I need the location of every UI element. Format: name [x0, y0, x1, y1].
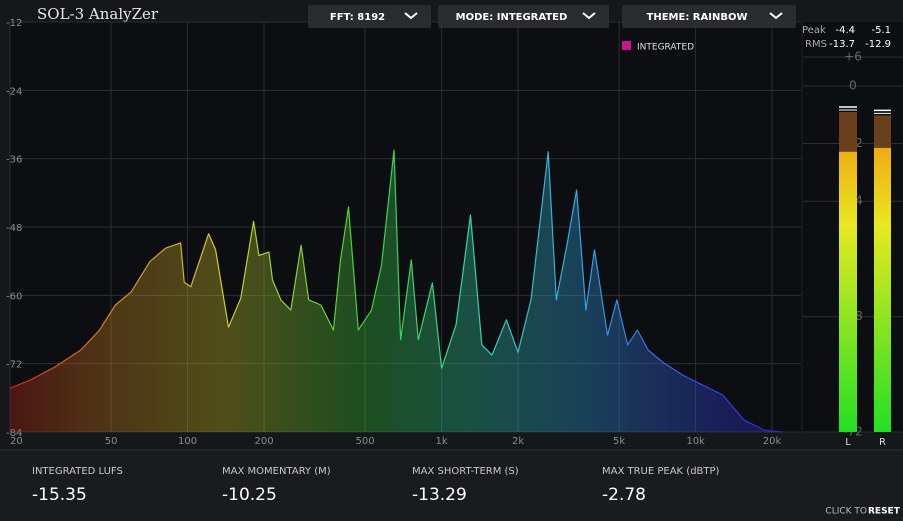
stat-value: -10.25 [222, 485, 277, 505]
reset-button[interactable]: RESET [868, 507, 901, 517]
spectrum-area [10, 150, 783, 432]
peak-hold-bar [874, 115, 891, 148]
y-tick-label: -72 [6, 360, 22, 371]
legend-swatch [622, 41, 631, 50]
level-bar [839, 151, 857, 432]
x-tick-label: 20k [763, 436, 782, 447]
x-tick-label: 20 [10, 436, 23, 447]
y-tick-label: -12 [6, 18, 22, 29]
meter-tick-label: 0 [849, 78, 857, 92]
chevron[interactable] [769, 12, 783, 20]
x-tick-label: 100 [178, 436, 197, 447]
rms-value: -13.7 [829, 39, 855, 50]
peak-label: Peak [802, 25, 826, 36]
app-title: SOL-3 AnalyZer [37, 5, 159, 23]
y-tick-label: -84 [6, 428, 22, 439]
x-tick-label: 5k [613, 436, 625, 447]
y-tick-label: -48 [6, 223, 22, 234]
peak-value: -5.1 [871, 25, 891, 36]
chevron[interactable] [404, 12, 418, 20]
peak-value: -4.4 [835, 25, 855, 36]
x-tick-label: 10k [686, 436, 705, 447]
stat-label: MAX TRUE PEAK (dBTP) [602, 466, 720, 477]
x-tick-label: 1k [435, 436, 447, 447]
y-tick-label: -24 [6, 86, 22, 97]
x-tick-label: 50 [105, 436, 118, 447]
y-tick-label: -60 [6, 291, 22, 302]
x-tick-label: 2k [512, 436, 524, 447]
reset-prefix[interactable]: CLICK TO [825, 507, 867, 517]
stats-panel [0, 450, 903, 521]
stat-value: -2.78 [602, 485, 646, 505]
spectrum-line [9, 149, 783, 433]
dropdown-label[interactable]: FFT: 8192 [330, 12, 385, 23]
legend-label: INTEGRATED [637, 43, 694, 53]
channel-label: R [879, 437, 886, 448]
meter-tick-label: +6 [844, 50, 862, 64]
x-tick-label: 500 [356, 436, 375, 447]
y-tick-label: -36 [6, 155, 22, 166]
stat-label: MAX MOMENTARY (M) [222, 466, 331, 477]
rms-value: -12.9 [865, 39, 891, 50]
stat-label: MAX SHORT-TERM (S) [412, 466, 519, 477]
stat-value: -13.29 [412, 485, 467, 505]
dropdown-label[interactable]: MODE: INTEGRATED [456, 12, 568, 23]
rms-label: RMS [805, 39, 827, 50]
peak-hold-bar [839, 112, 857, 152]
channel-label: L [845, 437, 851, 448]
stat-value: -15.35 [32, 485, 87, 505]
dropdown-label[interactable]: THEME: RAINBOW [647, 12, 748, 23]
chevron[interactable] [582, 12, 596, 20]
stat-label: INTEGRATED LUFS [32, 466, 123, 477]
x-tick-label: 200 [254, 436, 273, 447]
level-bar [874, 147, 891, 432]
